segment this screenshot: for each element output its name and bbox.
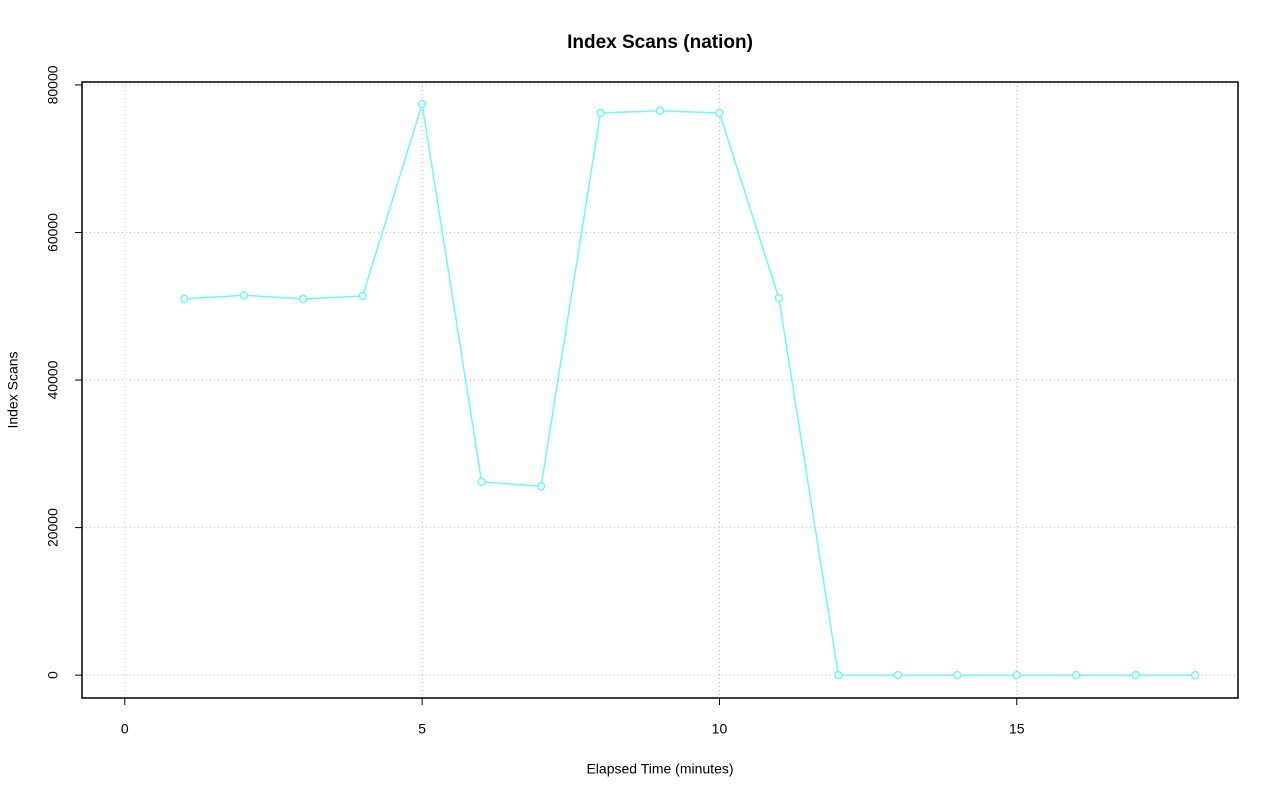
plot-frame xyxy=(81,81,1239,699)
data-point xyxy=(834,670,843,680)
data-point xyxy=(893,670,903,680)
data-point xyxy=(180,294,189,304)
data-point xyxy=(536,482,546,491)
data-point xyxy=(477,477,486,487)
y-axis-label: Index Scans xyxy=(5,351,21,428)
data-point xyxy=(1131,670,1140,680)
y-tick-label: 40000 xyxy=(45,360,61,399)
data-line xyxy=(184,103,1196,676)
x-tick-label: 10 xyxy=(712,721,728,737)
data-point xyxy=(1072,670,1081,680)
y-tick-label: 0 xyxy=(45,671,61,679)
x-tick-label: 15 xyxy=(1009,721,1025,737)
data-point xyxy=(1012,670,1022,680)
data-point xyxy=(358,291,367,301)
data-point xyxy=(953,670,962,680)
data-point xyxy=(596,108,605,118)
chart-title: Index Scans (nation) xyxy=(567,32,753,53)
y-tick-label: 60000 xyxy=(45,213,61,252)
data-point xyxy=(1190,670,1200,680)
y-tick-label: 20000 xyxy=(45,508,61,547)
data-point xyxy=(417,99,427,109)
x-tick-label: 0 xyxy=(121,721,129,737)
x-tick-label: 5 xyxy=(418,721,426,737)
data-point xyxy=(239,290,248,300)
data-point xyxy=(298,294,308,304)
data-point xyxy=(774,293,784,303)
data-point xyxy=(655,106,665,116)
data-point xyxy=(715,108,724,118)
x-axis-label: Elapsed Time (minutes) xyxy=(586,761,733,777)
y-tick-label: 80000 xyxy=(45,65,61,104)
